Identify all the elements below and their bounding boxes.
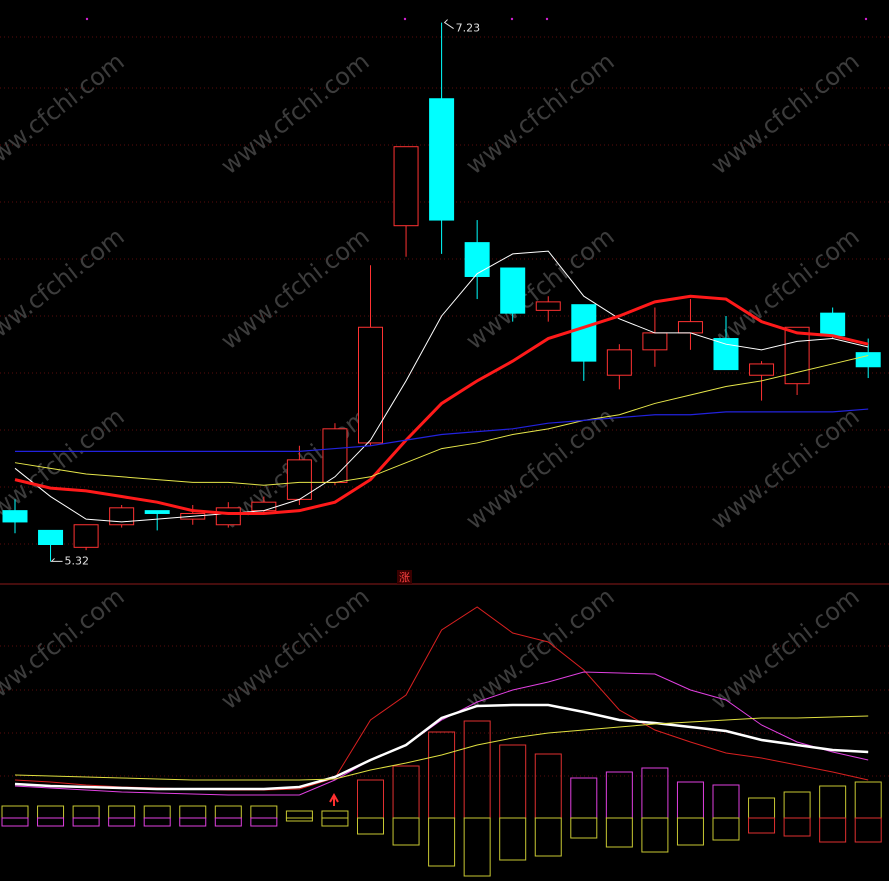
indicator-bar	[321, 817, 349, 827]
candle-body	[73, 524, 99, 548]
marker	[85, 17, 89, 21]
indicator-bar	[534, 817, 562, 857]
marker	[545, 17, 549, 21]
candle-body	[820, 312, 846, 337]
candle-body	[38, 529, 64, 546]
signal-arrow	[329, 792, 339, 806]
indicator-bar	[605, 817, 633, 848]
indicator-bar	[72, 817, 100, 827]
indicator-bar	[108, 817, 136, 827]
candle-body	[464, 242, 490, 277]
candle-body	[2, 510, 28, 523]
indicator-bar	[285, 817, 313, 822]
candle-body	[251, 501, 277, 512]
indicator-line	[14, 715, 869, 781]
marker	[403, 17, 407, 21]
candle-body	[571, 304, 597, 362]
indicator-bar	[463, 817, 491, 877]
indicator-bar	[819, 817, 847, 843]
moving-average-line	[14, 354, 869, 486]
candle-body	[500, 267, 526, 314]
indicator-line	[14, 671, 869, 796]
moving-average-line	[15, 408, 869, 453]
candle-body	[855, 352, 881, 368]
min-label: 5.32	[65, 554, 90, 567]
marker	[510, 17, 514, 21]
indicator-bar	[250, 817, 278, 827]
candle-body	[109, 507, 135, 526]
indicator-bar	[37, 817, 65, 827]
candle-body	[358, 326, 383, 444]
candle-body	[606, 349, 632, 376]
indicator-bar	[214, 817, 242, 827]
indicator-bar	[783, 817, 811, 837]
indicator-bar	[712, 817, 740, 841]
top-markers	[85, 17, 868, 21]
plot: 7.23 5.32	[1, 19, 882, 877]
indicator-bar	[570, 817, 598, 839]
moving-average-line	[14, 250, 869, 523]
candle-body	[677, 321, 703, 334]
indicator-bar	[179, 817, 207, 827]
indicator-bar	[1, 817, 29, 827]
indicator-bar	[748, 817, 776, 834]
candle-body	[535, 301, 561, 311]
indicator-bar	[854, 817, 882, 843]
min-pointer	[50, 558, 63, 562]
indicator-line	[14, 703, 869, 791]
max-pointer	[443, 19, 454, 29]
candle-body	[784, 326, 810, 385]
annotation-box	[397, 570, 412, 584]
moving-average-line	[14, 294, 869, 515]
candle-body	[286, 459, 312, 500]
candle-body	[322, 428, 348, 483]
candle-body	[642, 332, 668, 351]
candle-body	[713, 338, 739, 371]
indicator-bar	[392, 817, 420, 846]
marker	[864, 17, 868, 21]
candle-body	[144, 510, 170, 514]
indicator-bar	[641, 817, 669, 853]
indicator-bar	[357, 817, 384, 835]
max-label: 7.23	[456, 22, 481, 35]
indicator-bar	[428, 817, 456, 867]
candle-body	[749, 363, 775, 376]
candle-body	[429, 98, 455, 221]
candle-body	[215, 507, 241, 526]
candle-body	[393, 146, 419, 227]
indicator-bar	[676, 817, 704, 846]
indicator-bar	[499, 817, 527, 861]
indicator-bar	[143, 817, 171, 827]
annotation: 涨	[399, 571, 410, 584]
